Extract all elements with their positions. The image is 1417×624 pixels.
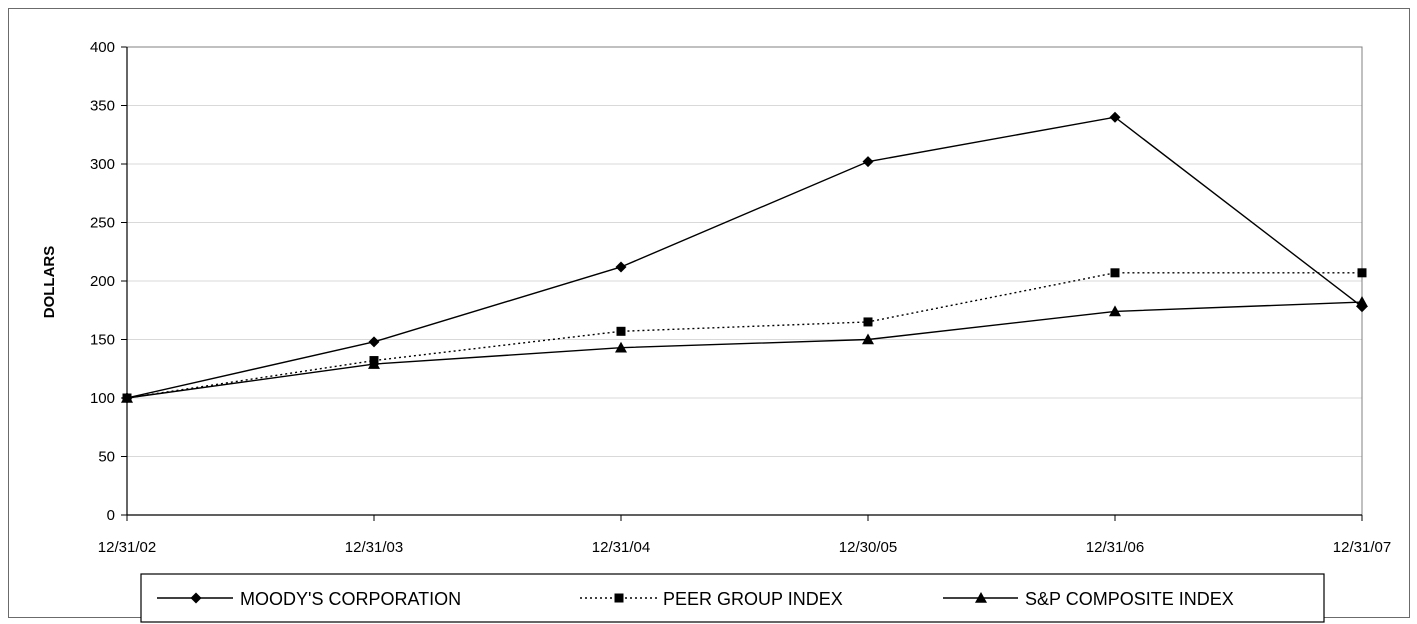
legend-marker [190, 592, 202, 604]
grid-lines [127, 46, 1362, 457]
legend-label: MOODY'S CORPORATION [240, 589, 461, 609]
y-tick-label: 100 [90, 390, 115, 407]
series-line [126, 272, 1362, 399]
data-point [863, 317, 873, 327]
data-point [1109, 305, 1121, 317]
data-point [368, 358, 380, 369]
x-tick-label: 12/31/07 [1333, 539, 1391, 556]
y-tick-label: 250 [90, 215, 115, 232]
legend-label: PEER GROUP INDEX [663, 589, 843, 609]
y-axis-label: DOLLARS [41, 246, 58, 319]
data-point [615, 341, 627, 353]
data-point [1110, 268, 1120, 278]
axes [121, 46, 1363, 521]
x-tick-label: 12/30/05 [839, 539, 897, 556]
data-point [1109, 111, 1121, 123]
x-tick-label: 12/31/03 [345, 539, 403, 556]
y-tick-label: 200 [90, 273, 115, 290]
legend-item-2: S&P COMPOSITE INDEX [943, 589, 1234, 609]
series-0 [121, 111, 1368, 404]
legend-item-0: MOODY'S CORPORATION [157, 589, 461, 609]
legend: MOODY'S CORPORATION PEER GROUP INDEX S&P C… [140, 573, 1325, 623]
legend-label: S&P COMPOSITE INDEX [1025, 589, 1234, 609]
data-point [862, 156, 874, 168]
data-point [616, 326, 626, 336]
y-tick-label: 300 [90, 156, 115, 173]
x-tick-label: 12/31/02 [98, 539, 156, 556]
data-point [615, 261, 627, 273]
y-tick-label: 350 [90, 98, 115, 115]
data-point [1357, 268, 1367, 278]
series-2 [121, 296, 1368, 403]
data-point [1356, 296, 1368, 307]
data-point [862, 333, 874, 345]
legend-item-1: PEER GROUP INDEX [580, 589, 843, 609]
legend-marker [975, 592, 987, 603]
x-tick-labels: 12/31/02 12/31/03 12/31/04 12/30/05 12/31/06… [98, 539, 1391, 556]
y-tick-label: 0 [107, 507, 115, 524]
legend-marker [614, 593, 624, 603]
x-tick-label: 12/31/06 [1086, 539, 1144, 556]
y-tick-label: 50 [98, 449, 115, 466]
y-tick-label: 150 [90, 332, 115, 349]
data-point [368, 336, 380, 348]
series-line [126, 116, 1363, 399]
series-group [121, 111, 1368, 404]
series-1 [122, 268, 1367, 403]
legend-box [140, 573, 1325, 623]
series-line [126, 301, 1363, 399]
x-tick-label: 12/31/04 [592, 539, 650, 556]
y-tick-labels: 0 50 100 150 200 250 300 350 400 [90, 39, 115, 524]
y-tick-label: 400 [90, 39, 115, 56]
data-point [121, 392, 133, 403]
